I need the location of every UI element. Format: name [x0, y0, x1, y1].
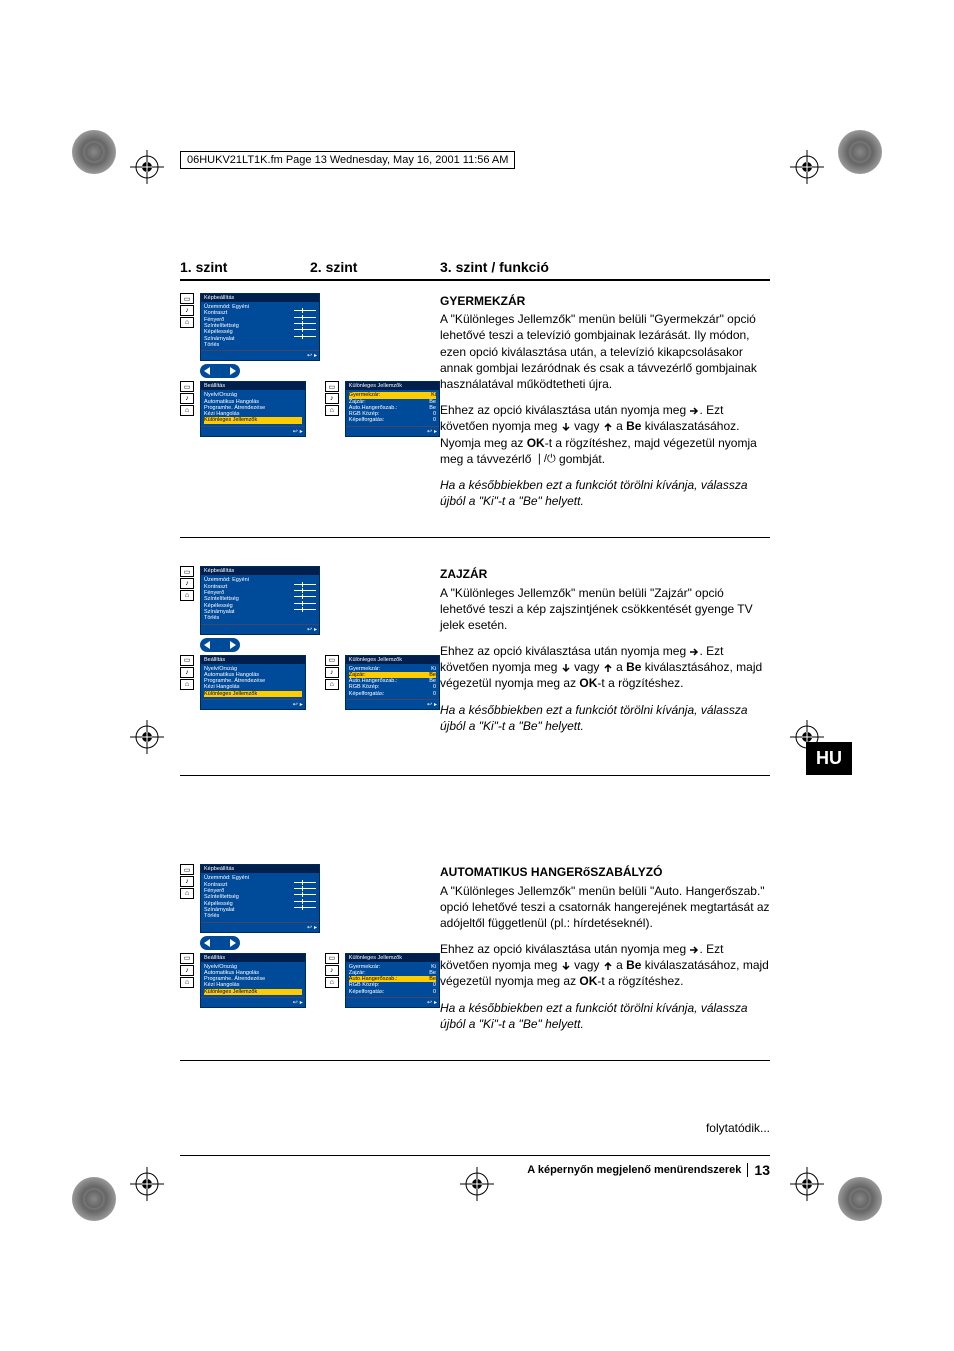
- menu-icon: ♪: [180, 876, 194, 887]
- page-number: 13: [754, 1162, 770, 1178]
- menu-beallitas: Beállítás Nyelv/Ország Automatikus Hango…: [200, 655, 306, 711]
- menu-icon: ⌂: [180, 317, 194, 328]
- paragraph: Ehhez az opció kiválasztása után nyomja …: [440, 402, 770, 467]
- menu-icon: ▭: [180, 864, 194, 875]
- paragraph: A "Különleges Jellemzők" menün belüli "Z…: [440, 585, 770, 634]
- menu-beallitas: Beállítás Nyelv/Ország Automatikus Hango…: [200, 953, 306, 1009]
- connector-icon: [200, 364, 240, 378]
- menu-kepbeallitas: Képbeállítás Üzemmód: Egyéni Kontraszt F…: [200, 864, 320, 932]
- section-gyermekzar: ▭ ♪ ⌂ Képbeállítás Üzemmód: Egyéni Kontr…: [180, 293, 770, 538]
- crop-tr: [790, 150, 824, 184]
- return-icon: ↩: [307, 352, 312, 359]
- col2-heading: 2. szint: [310, 259, 440, 275]
- menu-icon: ♪: [180, 393, 194, 404]
- paragraph-note: Ha a későbbiekben ezt a funkciót törölni…: [440, 1000, 770, 1032]
- arrow-up-icon: [603, 663, 613, 673]
- section-title: GYERMEKZÁR: [440, 293, 770, 309]
- filename-header: 06HUKV21LT1K.fm Page 13 Wednesday, May 1…: [180, 151, 515, 169]
- menu-icon: ♪: [325, 965, 339, 976]
- page-footer: A képernyőn megjelenő menürendszerek 13: [180, 1155, 770, 1178]
- arrow-right-icon: [689, 647, 699, 657]
- menu-icon: ⌂: [325, 679, 339, 690]
- menu-icon: ▭: [180, 953, 194, 964]
- menu-diagram-3: ▭ ♪ ⌂ Képbeállítás Üzemmód: Egyéni Kontr…: [180, 864, 440, 1042]
- menu-kepbeallitas: Képbeállítás Üzemmód: Egyéni Kontraszt F…: [200, 566, 320, 634]
- section-title: AUTOMATIKUS HANGERőSZABÁLYZÓ: [440, 864, 770, 880]
- corner-br: [838, 1177, 882, 1221]
- return-icon: ↩: [427, 999, 432, 1006]
- return-icon: ↩: [293, 701, 298, 708]
- menu-icon: ⌂: [180, 590, 194, 601]
- corner-tl: [72, 130, 116, 174]
- menu-icon: ♪: [180, 578, 194, 589]
- section-zajzar: ▭ ♪ ⌂ Képbeállítás Üzemmód: Egyéni Kontr…: [180, 566, 770, 776]
- section-auto-hanger: ▭ ♪ ⌂ Képbeállítás Üzemmód: Egyéni Kontr…: [180, 864, 770, 1061]
- crop-tl: [130, 150, 164, 184]
- menu-icon: ⌂: [325, 977, 339, 988]
- menu-icon: ⌂: [180, 405, 194, 416]
- arrow-down-icon: [561, 961, 571, 971]
- menu-icon: ⌂: [180, 679, 194, 690]
- menu-icon: ⌂: [180, 977, 194, 988]
- footer-text: A képernyőn megjelenő menürendszerek: [527, 1164, 741, 1176]
- paragraph-note: Ha a későbbiekben ezt a funkciót törölni…: [440, 477, 770, 509]
- menu-icon: ♪: [325, 393, 339, 404]
- paragraph: Ehhez az opció kiválasztása után nyomja …: [440, 643, 770, 692]
- menu-icon: ♪: [180, 965, 194, 976]
- arrow-up-icon: [603, 422, 613, 432]
- col3-heading: 3. szint / funkció: [440, 259, 770, 275]
- col1-heading: 1. szint: [180, 259, 310, 275]
- menu-diagram-1: ▭ ♪ ⌂ Képbeállítás Üzemmód: Egyéni Kontr…: [180, 293, 440, 519]
- menu-icon: ▭: [180, 381, 194, 392]
- menu-diagram-2: ▭ ♪ ⌂ Képbeállítás Üzemmód: Egyéni Kontr…: [180, 566, 440, 757]
- menu-icon: ♪: [180, 667, 194, 678]
- crop-bl: [130, 1167, 164, 1201]
- paragraph: Ehhez az opció kiválasztása után nyomja …: [440, 941, 770, 990]
- paragraph: A "Különleges Jellemzők" menün belüli "A…: [440, 883, 770, 932]
- crop-br: [790, 1167, 824, 1201]
- return-icon: ↩: [427, 701, 432, 708]
- arrow-down-icon: [561, 422, 571, 432]
- menu-kulonleges: Különleges Jellemzők Gyermekzár:Ki Zajzá…: [345, 655, 440, 711]
- menu-kulonleges: Különleges Jellemzők Gyermekzár:Ki Zajzá…: [345, 953, 440, 1009]
- menu-icon: ⌂: [325, 405, 339, 416]
- power-icon: ❘/⏻: [535, 452, 556, 467]
- page-content: 06HUKV21LT1K.fm Page 13 Wednesday, May 1…: [180, 150, 770, 1178]
- menu-beallitas: Beállítás Nyelv/Ország Automatikus Hango…: [200, 381, 306, 437]
- menu-icon: ▭: [325, 953, 339, 964]
- connector-icon: [200, 936, 240, 950]
- arrow-up-icon: [603, 961, 613, 971]
- menu-icon: ♪: [180, 305, 194, 316]
- menu-icon: ▭: [325, 381, 339, 392]
- menu-icon: ♪: [325, 667, 339, 678]
- continued-text: folytatódik...: [180, 1121, 770, 1135]
- arrow-right-icon: [689, 406, 699, 416]
- paragraph: A "Különleges Jellemzők" menün belüli "G…: [440, 311, 770, 392]
- menu-icon: ▭: [325, 655, 339, 666]
- return-icon: ↩: [307, 626, 312, 633]
- connector-icon: [200, 638, 240, 652]
- menu-icon: ▭: [180, 293, 194, 304]
- menu-icon: ▭: [180, 566, 194, 577]
- section-title: ZAJZÁR: [440, 566, 770, 582]
- corner-bl: [72, 1177, 116, 1221]
- menu-icon: ▭: [180, 655, 194, 666]
- return-icon: ↩: [307, 924, 312, 931]
- menu-icon: ⌂: [180, 888, 194, 899]
- columns-header: 1. szint 2. szint 3. szint / funkció: [180, 259, 770, 281]
- return-icon: ↩: [293, 999, 298, 1006]
- language-tab: HU: [806, 742, 852, 775]
- menu-kepbeallitas: Képbeállítás Üzemmód: Egyéni Kontraszt F…: [200, 293, 320, 361]
- arrow-down-icon: [561, 663, 571, 673]
- corner-tr: [838, 130, 882, 174]
- return-icon: ↩: [427, 428, 432, 435]
- arrow-right-icon: [689, 945, 699, 955]
- paragraph-note: Ha a későbbiekben ezt a funkciót törölni…: [440, 702, 770, 734]
- return-icon: ↩: [293, 428, 298, 435]
- crop-ml: [130, 720, 164, 754]
- menu-kulonleges: Különleges Jellemzők Gyermekzár:Ki Zajzá…: [345, 381, 440, 437]
